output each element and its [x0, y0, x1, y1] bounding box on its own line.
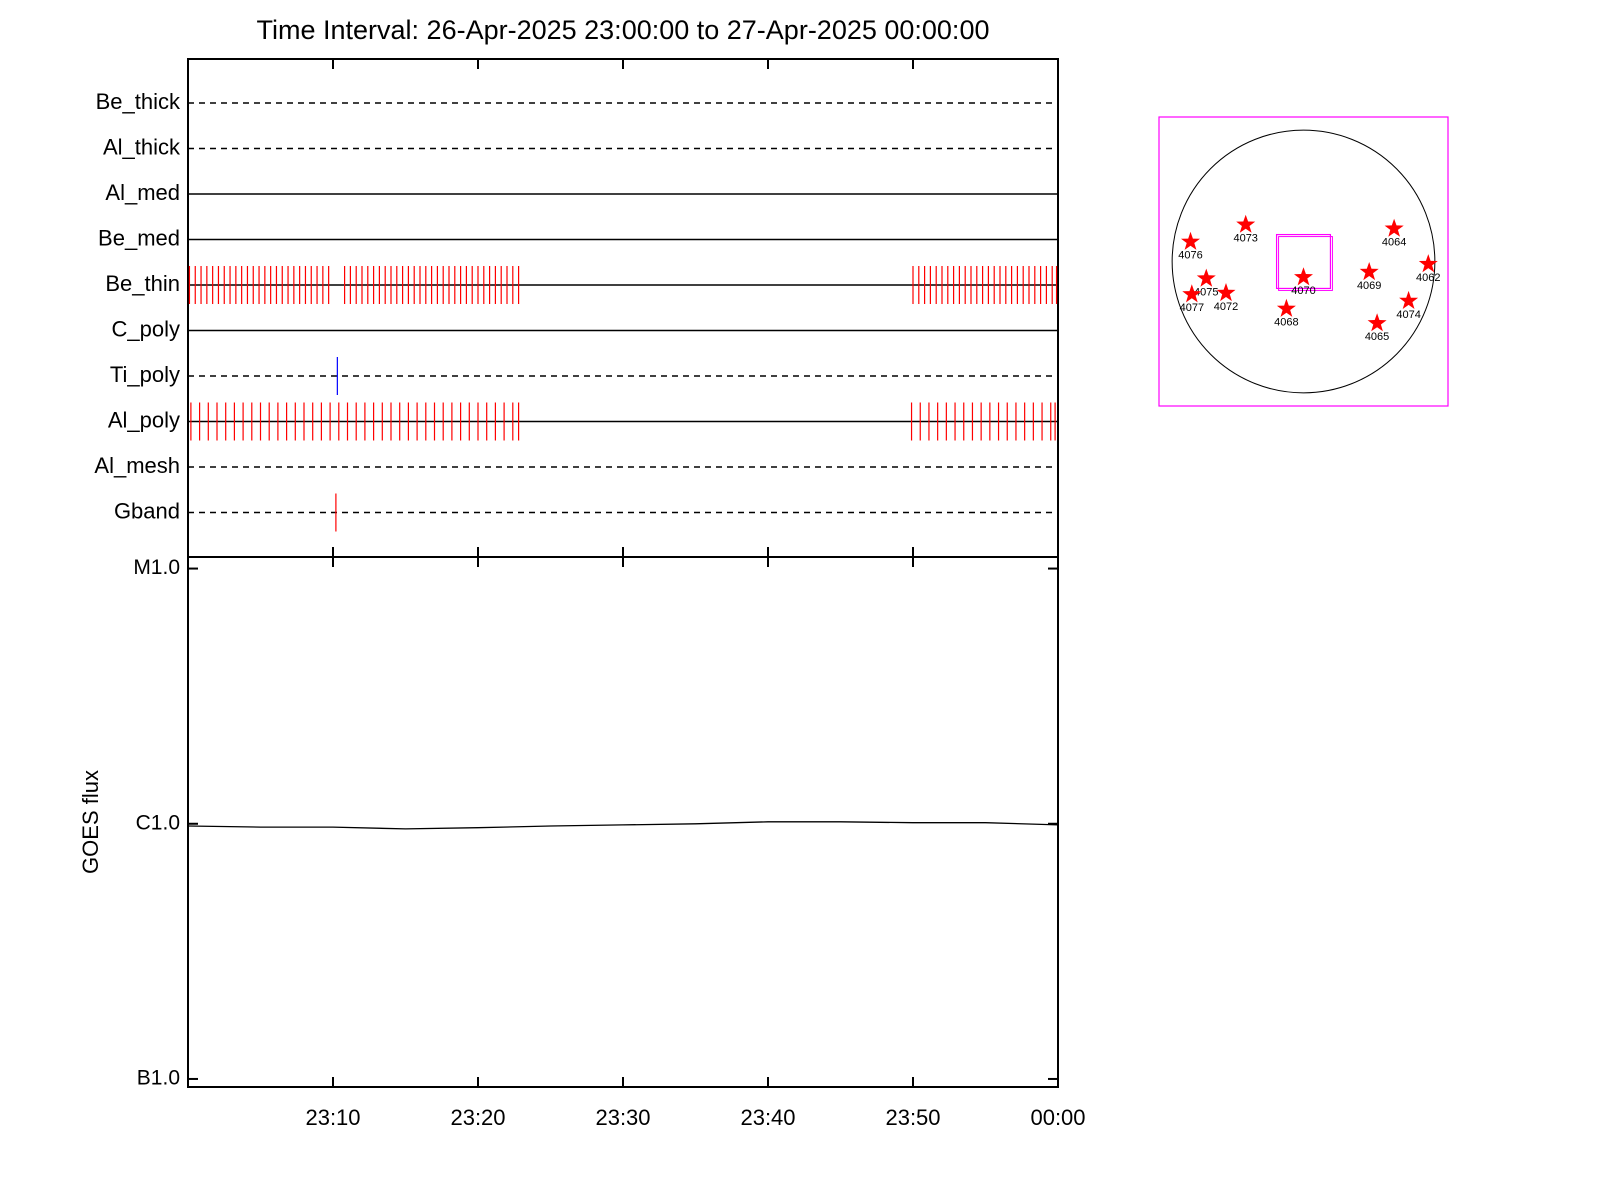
row-label: Gband [114, 498, 180, 523]
region-label: 4073 [1233, 233, 1257, 245]
row-label: Ti_poly [110, 362, 180, 387]
region-label: 4069 [1357, 280, 1381, 292]
region-star [1384, 218, 1404, 237]
region-star [1216, 283, 1236, 302]
region-label: 4074 [1396, 309, 1420, 321]
row-label: Be_med [98, 225, 180, 250]
region-label: 4064 [1382, 237, 1406, 249]
row-label: Al_mesh [94, 453, 180, 478]
x-tick-label: 00:00 [1030, 1105, 1085, 1130]
region-star [1294, 267, 1313, 286]
y-tick-label: M1.0 [133, 556, 180, 579]
region-label: 4076 [1178, 250, 1202, 262]
region-star [1181, 231, 1200, 250]
region-star [1367, 313, 1387, 332]
region-label: 4075 [1194, 286, 1218, 298]
region-star [1182, 284, 1202, 303]
y-axis-label: GOES flux [78, 770, 103, 874]
x-tick-label: 23:30 [595, 1105, 650, 1130]
region-star [1359, 262, 1379, 281]
row-label: Al_thick [103, 134, 181, 159]
x-tick-label: 23:40 [740, 1105, 795, 1130]
row-label: Be_thin [105, 271, 180, 296]
row-label: C_poly [112, 316, 180, 341]
fov-box [1275, 233, 1332, 290]
y-tick-label: C1.0 [136, 811, 180, 834]
x-tick-label: 23:20 [450, 1105, 505, 1130]
row-label: Al_med [105, 180, 180, 205]
x-tick-label: 23:50 [885, 1105, 940, 1130]
region-label: 4072 [1214, 301, 1238, 313]
y-tick-label: B1.0 [137, 1067, 180, 1090]
fov-box-inner [1278, 236, 1333, 291]
region-label: 4062 [1416, 272, 1440, 284]
goes-line [187, 821, 1059, 830]
region-label: 4068 [1274, 317, 1298, 329]
region-label: 4070 [1291, 285, 1315, 297]
region-label: 4065 [1365, 331, 1389, 343]
region-star [1236, 214, 1256, 233]
map-frame [1158, 116, 1449, 407]
row-label: Al_poly [108, 407, 180, 432]
region-star [1196, 268, 1216, 287]
row-label: Be_thick [96, 89, 181, 114]
region-label: 4077 [1180, 302, 1204, 314]
x-tick-label: 23:10 [305, 1105, 360, 1130]
region-star [1418, 254, 1438, 273]
region-star [1276, 298, 1296, 317]
region-star [1399, 290, 1419, 309]
chart-title: Time Interval: 26-Apr-2025 23:00:00 to 2… [257, 15, 990, 45]
